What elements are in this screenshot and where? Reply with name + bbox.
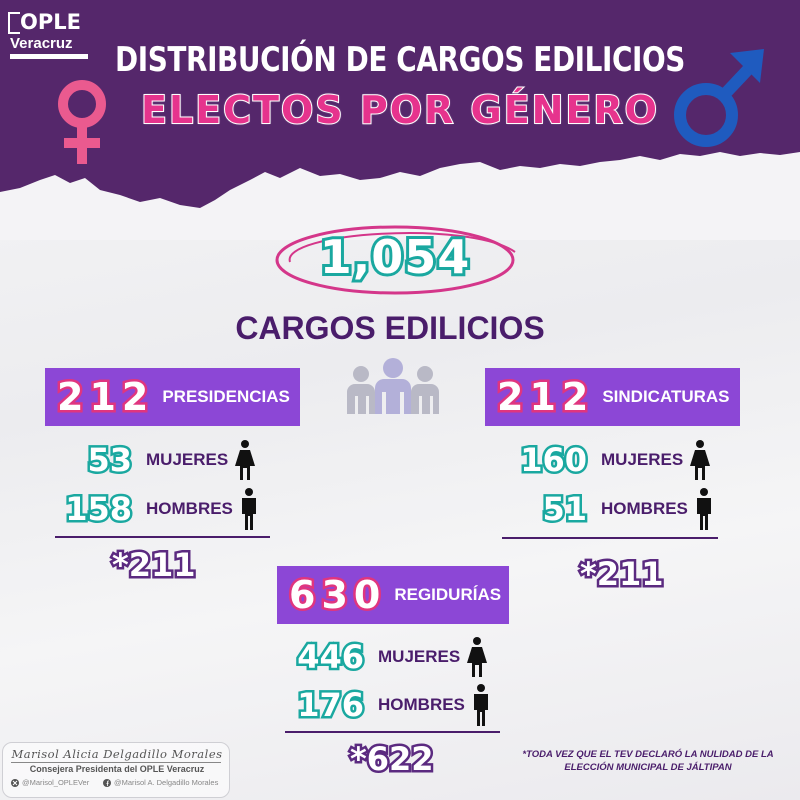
mujeres-label: MUJERES xyxy=(601,450,684,469)
presidencias-mujeres-row: 53 MUJERES xyxy=(60,439,256,482)
woman-icon xyxy=(235,440,256,480)
sindicaturas-hombres-value: 51 xyxy=(540,488,590,531)
regidurias-divider xyxy=(285,731,500,733)
presidencias-hombres-value: 158 xyxy=(63,488,135,531)
sindicaturas-sum: *211 xyxy=(578,553,667,596)
main-title: DISTRIBUCIÓN DE CARGOS EDILICIOS xyxy=(115,40,685,80)
footnote: *TODA VEZ QUE EL TEV DECLARÓ LA NULIDAD … xyxy=(522,749,774,773)
sindicaturas-divider xyxy=(502,537,718,539)
female-symbol-icon xyxy=(58,80,106,164)
signature-line xyxy=(11,762,221,763)
sindicaturas-count: 212 xyxy=(494,373,595,422)
man-icon xyxy=(241,488,256,530)
signature-card: Marisol Alicia Delgadillo Morales Consej… xyxy=(2,742,230,798)
presidencias-hombres-row: 158 HOMBRES xyxy=(60,488,259,531)
presidencias-header: 212 PRESIDENCIAS xyxy=(45,368,300,426)
signature-name: Marisol Alicia Delgadillo Morales xyxy=(11,747,223,761)
woman-icon xyxy=(690,440,711,480)
facebook-handle[interactable]: @Marisol A. Delgadillo Morales xyxy=(103,778,218,787)
sindicaturas-mujeres-value: 160 xyxy=(518,439,590,482)
total-label: CARGOS EDILICIOS xyxy=(235,310,545,346)
man-icon xyxy=(473,684,488,726)
regidurias-mujeres-value: 446 xyxy=(295,636,367,679)
man-icon xyxy=(696,488,711,530)
regidurias-header: 630 REGIDURÍAS xyxy=(277,566,509,624)
subtitle: ELECTOS POR GÉNERO xyxy=(140,87,659,133)
presidencias-label: PRESIDENCIAS xyxy=(162,387,290,406)
x-handle-text: @Marisol_OPLEVer xyxy=(22,778,90,787)
total-value: 1,054 xyxy=(317,227,473,287)
signature-role: Consejera Presidenta del OPLE Veracruz xyxy=(29,764,205,774)
mujeres-label: MUJERES xyxy=(146,450,229,469)
sindicaturas-mujeres-row: 160 MUJERES xyxy=(505,439,711,482)
facebook-logo-icon xyxy=(103,778,111,787)
regidurias-label: REGIDURÍAS xyxy=(394,585,502,604)
regidurias-hombres-row: 176 HOMBRES xyxy=(288,684,491,727)
logo-box-icon xyxy=(8,12,20,34)
logo-title: OPLE xyxy=(20,10,81,34)
male-symbol-icon xyxy=(674,49,764,147)
torn-paper-edge xyxy=(0,152,800,240)
hombres-label: HOMBRES xyxy=(378,695,465,714)
sindicaturas-hombres-row: 51 HOMBRES xyxy=(505,488,714,531)
regidurias-sum: *622 xyxy=(348,738,437,781)
mujeres-label: MUJERES xyxy=(378,647,461,666)
facebook-handle-text: @Marisol A. Delgadillo Morales xyxy=(114,778,219,787)
logo-subtitle: Veracruz xyxy=(10,35,73,52)
regidurias-hombres-value: 176 xyxy=(295,684,367,727)
presidencias-sum: *211 xyxy=(110,544,199,587)
hombres-label: HOMBRES xyxy=(601,499,688,518)
presidencias-count: 212 xyxy=(54,373,155,422)
presidencias-mujeres-value: 53 xyxy=(85,439,135,482)
hombres-label: HOMBRES xyxy=(146,499,233,518)
ople-logo: OPLE Veracruz xyxy=(6,8,88,60)
group-people-icon xyxy=(347,358,439,414)
logo-tagline-strip xyxy=(10,54,88,59)
sindicaturas-header: 212 SINDICATURAS xyxy=(485,368,740,426)
woman-icon xyxy=(467,637,488,677)
x-logo-icon xyxy=(11,778,19,787)
highlight-ellipse xyxy=(275,225,516,295)
regidurias-mujeres-row: 446 MUJERES xyxy=(288,636,488,679)
sindicaturas-label: SINDICATURAS xyxy=(602,387,730,406)
regidurias-count: 630 xyxy=(286,571,387,620)
presidencias-divider xyxy=(55,536,270,538)
x-handle[interactable]: @Marisol_OPLEVer xyxy=(11,778,89,787)
